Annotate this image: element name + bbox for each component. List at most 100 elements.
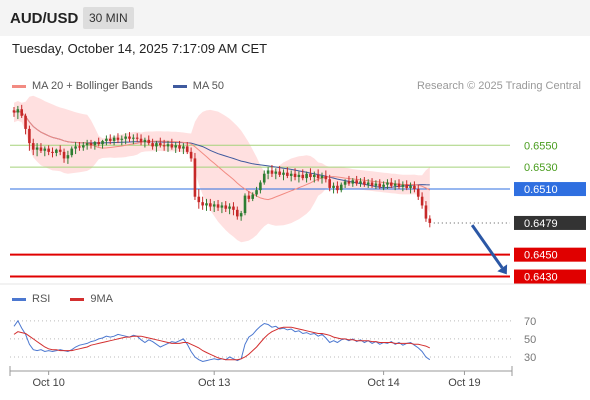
candle (132, 134, 135, 145)
candle (212, 201, 216, 213)
candle (239, 210, 243, 221)
candle (251, 192, 254, 202)
candle (278, 166, 281, 178)
candle (297, 171, 301, 183)
price-legend: MA 20 + Bollinger Bands MA 50 (12, 80, 224, 92)
candle (151, 138, 154, 150)
candle (259, 180, 262, 194)
candle (255, 186, 258, 197)
candle (193, 152, 197, 200)
candle (155, 140, 158, 152)
candle (93, 140, 97, 150)
timeframe-badge[interactable]: 30 MIN (83, 7, 134, 29)
candle (320, 172, 324, 184)
rsi-legend-label: RSI (32, 293, 51, 305)
candle (374, 180, 378, 190)
rsi-tick-label: 30 (524, 352, 536, 364)
candle (343, 179, 347, 188)
candle (220, 202, 224, 214)
candle (428, 215, 432, 228)
ma20-legend-swatch (12, 84, 26, 88)
level-label-resistance: 0.6530 (524, 162, 558, 174)
candle (20, 104, 23, 118)
level-label-support: 0.6430 (524, 272, 558, 284)
candle (205, 198, 208, 211)
candle (355, 175, 358, 186)
x-axis-tick-label: Oct 19 (448, 377, 480, 389)
forecast-arrow-layer (470, 224, 508, 275)
rsi-tick-label: 50 (524, 334, 536, 346)
candle (378, 179, 382, 190)
candle (78, 142, 81, 151)
rsi-ma-legend-label: 9MA (90, 293, 113, 305)
level-label-box (514, 215, 586, 230)
x-axis-tick-label: Oct 14 (367, 377, 399, 389)
candle (147, 135, 151, 146)
candle (185, 142, 189, 155)
candle (35, 143, 39, 157)
candle (31, 138, 35, 156)
candle (266, 167, 270, 180)
x-axis-tick-label: Oct 10 (32, 377, 64, 389)
forecast-arrow-shaft (470, 224, 504, 269)
candle (305, 171, 308, 183)
candle (301, 169, 305, 181)
candle (39, 143, 43, 153)
rsi-tick-label: 70 (524, 316, 536, 328)
level-label-resistance: 0.6550 (524, 140, 558, 152)
candle (286, 167, 289, 179)
candle (416, 184, 420, 200)
candle (363, 177, 366, 187)
candle (97, 137, 100, 147)
candle (89, 139, 93, 149)
candle (47, 145, 50, 156)
candle (313, 171, 316, 183)
candle (166, 140, 170, 152)
candle (159, 137, 162, 148)
level-label-box (514, 247, 586, 262)
candle (289, 170, 293, 182)
candle (209, 198, 212, 211)
candle (62, 148, 66, 163)
candle (393, 180, 397, 191)
candle (58, 145, 62, 156)
candle (420, 192, 424, 209)
candle (162, 139, 166, 151)
candle (24, 113, 27, 135)
candle (85, 139, 89, 150)
candle (28, 125, 31, 151)
candle (170, 138, 174, 150)
symbol-title: AUD/USD (10, 10, 79, 27)
candle (70, 146, 74, 158)
candle (247, 191, 251, 203)
candle (112, 135, 116, 146)
candle (189, 147, 193, 162)
level-label-pivot: 0.6510 (524, 184, 558, 196)
rsi-ma-line (13, 326, 431, 361)
candle (135, 133, 139, 143)
ma20-legend-label: MA 20 + Bollinger Bands (32, 80, 153, 92)
ma50-legend-label: MA 50 (192, 80, 224, 92)
candle (382, 181, 385, 191)
candle (228, 203, 231, 215)
forecast-arrow-head (497, 264, 508, 275)
candle (143, 137, 147, 148)
level-label-support: 0.6450 (524, 250, 558, 262)
candle (128, 132, 131, 143)
candle (116, 133, 120, 144)
candle (232, 202, 235, 216)
candle (182, 143, 185, 155)
research-credit: Research © 2025 Trading Central (416, 80, 581, 92)
candle (347, 175, 351, 186)
candle (270, 164, 274, 178)
candle (105, 135, 108, 146)
candle (55, 148, 58, 157)
candle (124, 133, 127, 145)
bollinger-band (14, 95, 430, 243)
candle (139, 134, 143, 146)
timestamp: Tuesday, October 14, 2025 7:17:09 AM CET (12, 41, 268, 56)
candle (174, 142, 177, 153)
candle (424, 201, 428, 222)
